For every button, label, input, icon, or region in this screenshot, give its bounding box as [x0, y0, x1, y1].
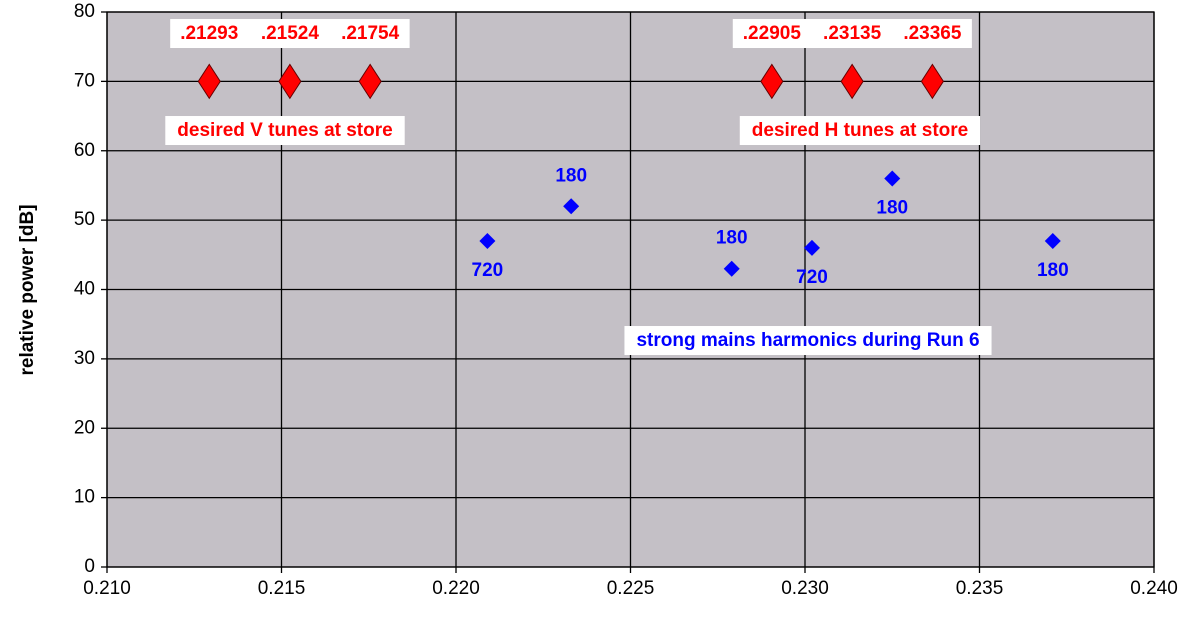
- point: [920, 63, 944, 100]
- point-label: 180: [876, 198, 908, 219]
- point-label: 720: [796, 267, 828, 288]
- point: [563, 198, 580, 215]
- point: [803, 239, 820, 256]
- y-tick-label: 80: [74, 1, 95, 22]
- y-tick-label: 10: [74, 487, 95, 508]
- point-label: .23365: [903, 23, 962, 44]
- point: [760, 63, 784, 100]
- label-box: [624, 326, 992, 356]
- label-group: .22905 .23135 .23365: [732, 19, 972, 49]
- annotation-group: desired H tunes at store: [739, 116, 981, 146]
- point-label: .23135: [823, 23, 882, 44]
- point: [840, 63, 864, 100]
- point-label: 720: [472, 260, 504, 281]
- point: [723, 260, 740, 277]
- x-tick-label: 0.210: [83, 578, 131, 599]
- point-label: .22905: [743, 23, 802, 44]
- y-tick-label: 50: [74, 209, 95, 230]
- point: [884, 170, 901, 187]
- annotation-group: desired V tunes at store: [165, 116, 405, 146]
- x-tick-label: 0.240: [1130, 578, 1178, 599]
- x-tick-label: 0.230: [781, 578, 829, 599]
- x-tick-label: 0.225: [607, 578, 655, 599]
- y-tick-label: 70: [74, 70, 95, 91]
- point: [479, 232, 496, 249]
- y-tick-label: 0: [84, 556, 95, 577]
- x-tick-label: 0.215: [258, 578, 306, 599]
- y-tick-label: 60: [74, 140, 95, 161]
- y-tick-label: 40: [74, 279, 95, 300]
- label-box: [732, 19, 972, 49]
- point: [1044, 232, 1061, 249]
- annotation: desired V tunes at store: [177, 120, 392, 141]
- y-tick-label: 30: [74, 348, 95, 369]
- y-tick-label: 20: [74, 417, 95, 438]
- point: [278, 63, 302, 100]
- label-group: .21293 .21524 .21754: [170, 19, 410, 49]
- annotation-group: strong mains harmonics during Run 6: [624, 326, 992, 356]
- plot-border: [106, 11, 1155, 568]
- x-tick-label: 0.220: [432, 578, 480, 599]
- annotation: desired H tunes at store: [752, 120, 968, 141]
- x-tick-label: 0.235: [956, 578, 1004, 599]
- label-box: [739, 116, 981, 146]
- point: [197, 63, 221, 100]
- label-box: [170, 19, 410, 49]
- label-box: [165, 116, 405, 146]
- point: [358, 63, 382, 100]
- point-label: .21293: [180, 23, 238, 44]
- point-label: .21524: [261, 23, 320, 44]
- point-label: 180: [555, 165, 587, 186]
- annotation: strong mains harmonics during Run 6: [636, 330, 979, 351]
- point-label: .21754: [341, 23, 400, 44]
- point-label: 180: [1037, 260, 1069, 281]
- point-label: 180: [716, 228, 748, 249]
- y-axis-label: relative power [dB]: [17, 204, 38, 375]
